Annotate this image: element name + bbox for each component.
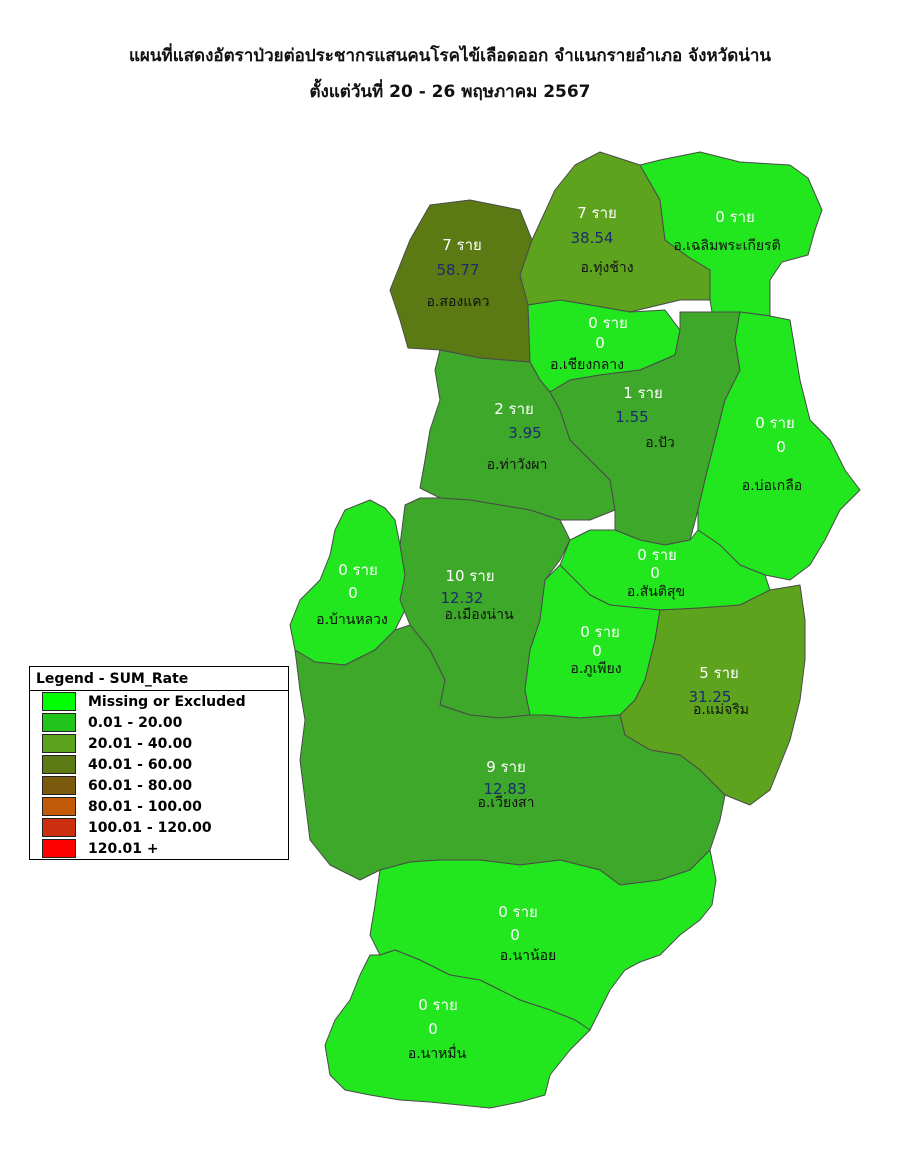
label-bo-kluea: 0 ราย 0 อ.บ่อเกลือ	[742, 414, 802, 494]
label-mae-charim: 5 ราย 31.25 อ.แม่จริม	[689, 664, 750, 718]
legend-item: 100.01 - 120.00	[30, 817, 288, 838]
legend-label: 80.01 - 100.00	[88, 798, 202, 815]
district-tha-wang-pha	[419, 349, 616, 521]
label-chaloem-phra-kiat: 0 ราย อ.เฉลิมพระเกียรติ	[673, 208, 780, 254]
rate-label: 31.25	[689, 688, 732, 706]
legend-item: 80.01 - 100.00	[30, 796, 288, 817]
legend-swatch	[42, 734, 76, 753]
cases-label: 10 ราย	[445, 567, 494, 585]
map-legend: Legend - SUM_Rate Missing or Excluded 0.…	[29, 666, 289, 860]
district-name-label: อ.เฉลิมพระเกียรติ	[673, 238, 780, 254]
district-song-khwae	[389, 199, 533, 363]
legend-label: 60.01 - 80.00	[88, 777, 193, 794]
district-name-label: อ.สันติสุข	[627, 584, 685, 600]
label-ban-luang: 0 ราย 0 อ.บ้านหลวง	[316, 561, 388, 628]
label-thung-chang: 7 ราย 38.54 อ.ทุ่งช้าง	[571, 204, 634, 276]
label-na-muen: 0 ราย 0 อ.นาหมื่น	[408, 996, 467, 1062]
rate-label: 3.95	[508, 424, 541, 442]
district-mae-charim	[619, 584, 806, 806]
rate-label: 0	[510, 926, 520, 944]
rate-label: 0	[592, 642, 602, 660]
district-name-label: อ.แม่จริม	[693, 702, 749, 718]
rate-label: 0	[348, 584, 358, 602]
legend-item: Missing or Excluded	[30, 691, 288, 712]
legend-item: 0.01 - 20.00	[30, 712, 288, 733]
cases-label: 0 ราย	[498, 903, 538, 921]
rate-label: 0	[428, 1020, 438, 1038]
legend-label: Missing or Excluded	[88, 693, 246, 710]
cases-label: 0 ราย	[637, 546, 677, 564]
label-pua: 1 ราย 1.55 อ.ปัว	[615, 384, 675, 451]
legend-item: 60.01 - 80.00	[30, 775, 288, 796]
rate-label: 1.55	[615, 408, 648, 426]
district-name-label: อ.ทุ่งช้าง	[580, 260, 633, 276]
label-song-khwae: 7 ราย 58.77 อ.สองแคว	[427, 236, 490, 310]
legend-swatch	[42, 797, 76, 816]
map-title-block: แผนที่แสดงอัตราป่วยต่อประชากรแสนคนโรคไข้…	[0, 38, 900, 110]
legend-item: 40.01 - 60.00	[30, 754, 288, 775]
map-subtitle: ตั้งแต่วันที่ 20 - 26 พฤษภาคม 2567	[309, 82, 591, 102]
cases-label: 1 ราย	[623, 384, 663, 402]
rate-label: 38.54	[571, 229, 614, 247]
legend-swatch	[42, 755, 76, 774]
rate-label: 12.32	[441, 589, 484, 607]
legend-label: 0.01 - 20.00	[88, 714, 183, 731]
legend-swatch	[42, 692, 76, 711]
cases-label: 0 ราย	[755, 414, 795, 432]
cases-label: 7 ราย	[442, 236, 482, 254]
rate-label: 0	[595, 334, 605, 352]
label-wiang-sa: 9 ราย 12.83 อ.เวียงสา	[478, 758, 535, 811]
cases-label: 7 ราย	[577, 204, 617, 222]
rate-label: 12.83	[484, 780, 527, 798]
cases-label: 0 ราย	[418, 996, 458, 1014]
label-chiang-klang: 0 ราย 0 อ.เชียงกลาง	[550, 314, 628, 373]
legend-label: 20.01 - 40.00	[88, 735, 193, 752]
district-name-label: อ.สองแคว	[427, 294, 490, 310]
label-mueang-nan: 10 ราย 12.32 อ.เมืองน่าน	[441, 567, 514, 623]
cases-label: 5 ราย	[699, 664, 739, 682]
legend-swatch	[42, 776, 76, 795]
cases-label: 0 ราย	[580, 623, 620, 641]
legend-item: 120.01 +	[30, 838, 288, 859]
label-santi-suk: 0 ราย 0 อ.สันติสุข	[627, 546, 685, 600]
cases-label: 0 ราย	[338, 561, 378, 579]
district-name-label: อ.เมืองน่าน	[444, 607, 514, 623]
district-chaloem-phra-kiat	[639, 151, 823, 317]
district-wiang-sa	[294, 624, 726, 886]
legend-item: 20.01 - 40.00	[30, 733, 288, 754]
district-na-muen	[324, 949, 591, 1109]
district-name-label: อ.บ้านหลวง	[316, 612, 388, 628]
district-name-label: อ.เชียงกลาง	[550, 357, 624, 373]
map-title: แผนที่แสดงอัตราป่วยต่อประชากรแสนคนโรคไข้…	[128, 46, 772, 66]
cases-label: 9 ราย	[486, 758, 526, 776]
cases-label: 0 ราย	[588, 314, 628, 332]
rate-label: 0	[776, 438, 786, 456]
district-name-label: อ.นาหมื่น	[408, 1044, 467, 1062]
district-name-label: อ.นาน้อย	[500, 948, 556, 964]
legend-swatch	[42, 839, 76, 858]
rate-label: 0	[650, 564, 660, 582]
legend-swatch	[42, 713, 76, 732]
district-name-label: อ.เวียงสา	[478, 795, 535, 811]
label-tha-wang-pha: 2 ราย 3.95 อ.ท่าวังผา	[487, 400, 548, 473]
district-name-label: อ.ปัว	[645, 435, 675, 451]
label-phu-phiang: 0 ราย 0 อ.ภูเพียง	[570, 623, 621, 677]
cases-label: 2 ราย	[494, 400, 534, 418]
legend-swatch	[42, 818, 76, 837]
district-name-label: อ.ภูเพียง	[570, 661, 621, 677]
legend-label: 120.01 +	[88, 840, 159, 857]
district-bo-kluea	[697, 311, 861, 581]
cases-label: 0 ราย	[715, 208, 755, 226]
label-na-noi: 0 ราย 0 อ.นาน้อย	[498, 903, 556, 964]
legend-title: Legend - SUM_Rate	[30, 667, 288, 691]
rate-label: 58.77	[437, 261, 480, 279]
district-name-label: อ.ท่าวังผา	[487, 457, 548, 473]
legend-label: 40.01 - 60.00	[88, 756, 193, 773]
district-name-label: อ.บ่อเกลือ	[742, 478, 802, 494]
legend-label: 100.01 - 120.00	[88, 819, 212, 836]
